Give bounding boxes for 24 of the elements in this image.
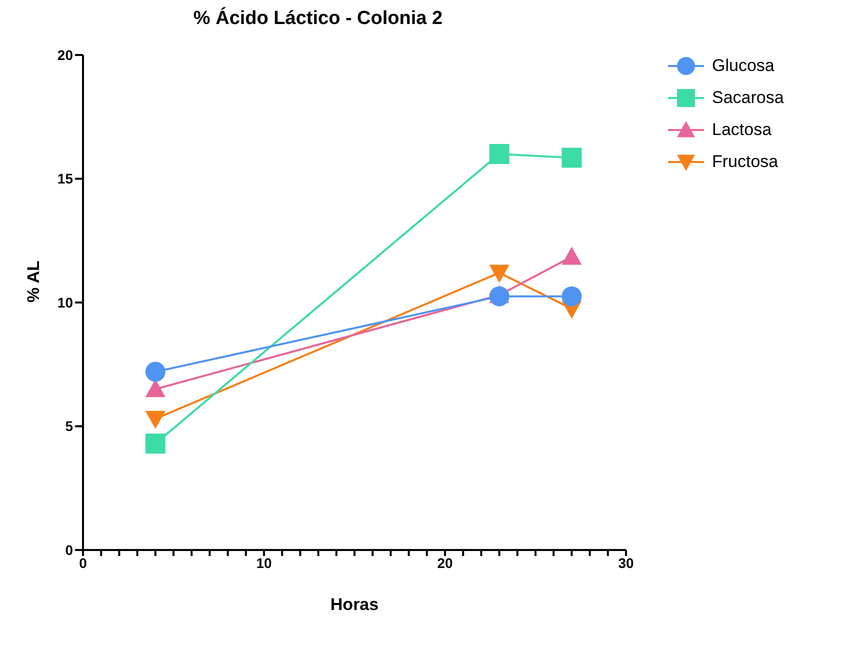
x-tick-label: 10	[256, 554, 272, 571]
point	[489, 144, 510, 164]
point	[145, 434, 166, 454]
x-tick-label: 20	[437, 554, 453, 571]
legend-label: Lactosa	[712, 120, 772, 140]
y-tick-label: 20	[57, 46, 74, 63]
y-axis-title: % AL	[24, 260, 44, 302]
chart-title: % Ácido Láctico - Colonia 2	[192, 8, 444, 30]
x-tick-label: 0	[79, 554, 88, 571]
y-tick-label: 10	[57, 294, 74, 310]
legend-label: Glucosa	[712, 56, 774, 76]
point	[562, 286, 582, 306]
point	[145, 410, 166, 429]
y-tick-label: 15	[57, 170, 74, 187]
point	[562, 148, 582, 168]
y-tick-label: 5	[65, 418, 74, 434]
y-tick-label: 0	[65, 542, 74, 558]
point	[145, 362, 166, 382]
x-axis-title: Horas	[330, 595, 379, 614]
legend-label: Fructosa	[712, 152, 778, 172]
point	[489, 286, 510, 306]
x-tick-label: 30	[618, 554, 634, 571]
point	[489, 264, 510, 283]
legend-label: Sacarosa	[712, 88, 784, 108]
